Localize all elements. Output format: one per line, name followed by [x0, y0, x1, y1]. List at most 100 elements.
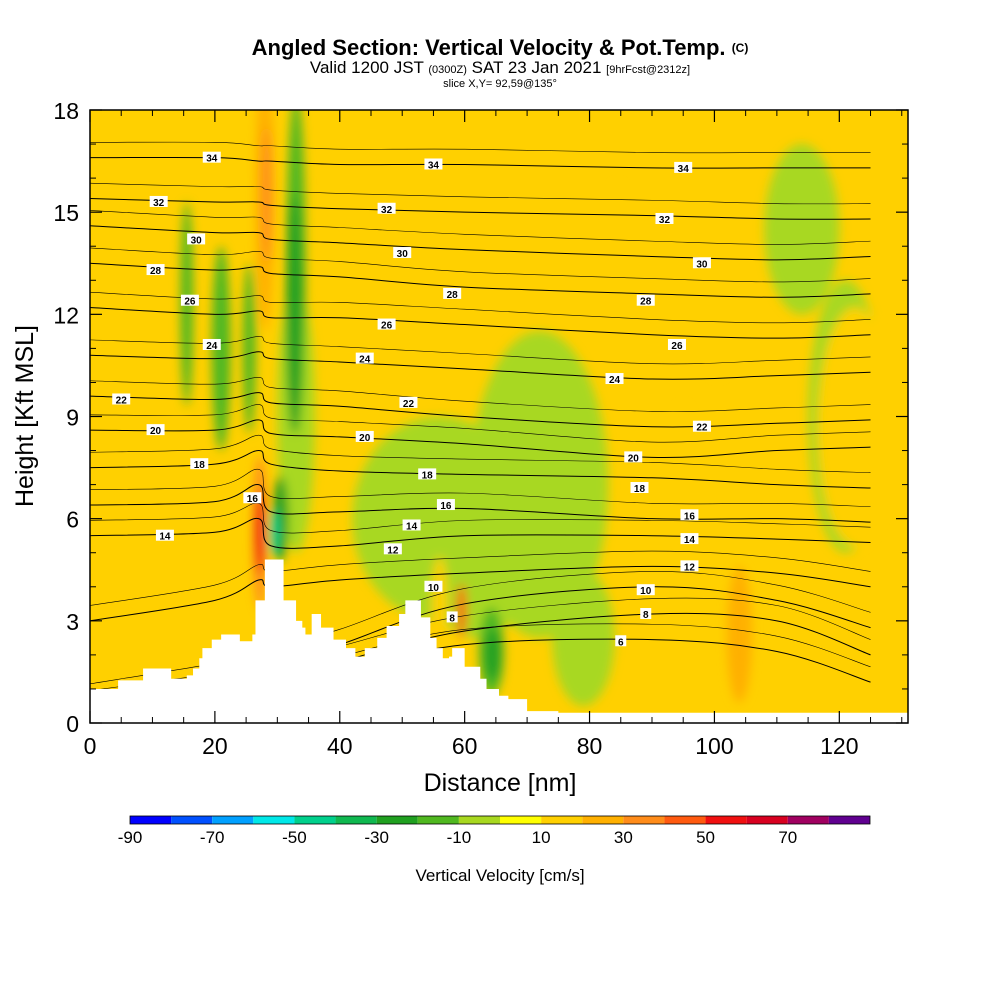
colorbar-swatch-9	[500, 816, 542, 824]
contour-label-16: 24	[359, 355, 371, 366]
colorbar-swatch-11	[582, 816, 624, 824]
isentrope-30	[90, 225, 871, 261]
colorbar-swatch-14	[705, 816, 747, 824]
contour-label-34: 12	[684, 562, 696, 573]
colorbar-tick-label-1: -70	[200, 828, 225, 847]
isentrope-minor-4	[90, 502, 871, 534]
colorbar-swatch-16	[787, 816, 829, 824]
contour-label-bg-34	[680, 560, 699, 572]
colorbar-tick-label-6: 30	[614, 828, 633, 847]
isentrope-minor-10	[90, 291, 871, 324]
contour-label-bg-38	[640, 608, 652, 620]
contour-label-bg-0	[202, 151, 221, 163]
contour-label-bg-23	[624, 451, 643, 463]
contour-label-12: 26	[184, 297, 196, 308]
colorbar-swatch-5	[335, 816, 377, 824]
contour-label-bg-9	[146, 264, 165, 276]
colorbar-tick-label-3: -30	[364, 828, 389, 847]
velocity-feature-8	[90, 603, 134, 679]
contour-label-bg-17	[605, 373, 624, 385]
isentrope-minor-11	[90, 247, 871, 283]
contour-label-3: 32	[153, 198, 165, 209]
forecast-info: [9hrFcst@2312z]	[606, 64, 691, 76]
contour-label-bg-20	[692, 420, 711, 432]
isentrope-18	[90, 450, 871, 489]
colorbar-swatch-2	[212, 816, 254, 824]
colorbar-swatch-3	[253, 816, 295, 824]
colorbar-swatch-12	[623, 816, 665, 824]
velocity-feature-29	[484, 629, 501, 681]
contour-label-bg-10	[443, 287, 462, 299]
colorbar-swatch-7	[417, 816, 459, 824]
isentrope-12	[90, 565, 871, 622]
contour-label-19: 22	[403, 399, 415, 410]
velocity-feature-9	[327, 110, 403, 230]
colorbar-tick-label-0: -90	[118, 828, 143, 847]
isentrope-minor-14	[90, 141, 871, 154]
contour-label-bg-36	[636, 584, 655, 596]
x-tick-label-0: 0	[84, 733, 97, 759]
contour-label-2: 34	[678, 164, 690, 175]
contour-label-bg-24	[190, 458, 209, 470]
y-tick-label-9: 9	[66, 405, 79, 431]
y-tick-label-0: 0	[66, 711, 79, 737]
colorbar-swatch-0	[130, 816, 172, 824]
isentrope-28	[90, 262, 871, 298]
contour-label-4: 32	[381, 205, 393, 216]
contour-label-18: 22	[116, 395, 128, 406]
contour-label-bg-3	[149, 195, 168, 207]
contour-label-24: 18	[194, 460, 206, 471]
colorbar-tick-label-5: 10	[532, 828, 551, 847]
contour-label-bg-31	[402, 519, 421, 531]
velocity-feature-20	[255, 489, 265, 575]
contour-label-20: 22	[696, 423, 708, 434]
contour-label-30: 14	[159, 532, 171, 543]
isentrope-minor-8	[90, 377, 871, 412]
x-tick-label-60: 60	[452, 733, 478, 759]
colorbar-label: Vertical Velocity [cm/s]	[415, 866, 584, 885]
colorbar-frame	[129, 815, 871, 825]
isentrope-34	[90, 156, 871, 169]
contour-label-29: 16	[684, 511, 696, 522]
velocity-feature-11	[701, 171, 734, 376]
copyright-mark: (C)	[731, 41, 749, 55]
x-tick-label-100: 100	[695, 733, 733, 759]
contour-label-bg-5	[655, 212, 674, 224]
contour-label-0: 34	[206, 154, 218, 165]
velocity-feature-15	[431, 556, 448, 652]
contour-label-bg-39	[615, 635, 627, 647]
colorbar-swatch-6	[376, 816, 418, 824]
colorbar-swatch-4	[294, 816, 336, 824]
contour-label-bg-6	[187, 233, 206, 245]
contour-label-14: 26	[671, 341, 683, 352]
contour-label-35: 10	[428, 583, 440, 594]
axes: 0 20 40 60 80 100 120 0 3 6 9 12 15 18	[53, 98, 908, 759]
contour-label-bg-26	[630, 482, 649, 494]
contour-label-36: 10	[640, 586, 652, 597]
contour-label-23: 20	[628, 453, 640, 464]
contour-label-1: 34	[428, 160, 440, 171]
contour-label-22: 20	[359, 433, 371, 444]
contour-label-15: 24	[206, 341, 218, 352]
terrain-mask	[90, 559, 908, 723]
velocity-feature-12	[817, 307, 893, 546]
y-tick-label-12: 12	[53, 302, 79, 328]
velocity-feature-18	[262, 127, 272, 264]
isentrope-24	[90, 351, 871, 380]
x-tick-label-20: 20	[202, 733, 228, 759]
contour-labels: 34 34 34 32 32 32 30 30 30 28 28 28 26 26 26 24 24 24 22 22…	[112, 151, 711, 648]
velocity-feature-23	[242, 263, 256, 434]
contour-label-38: 8	[643, 610, 649, 621]
colorbar-swatch-8	[458, 816, 500, 824]
contour-label-9: 28	[150, 266, 162, 277]
contour-label-26: 18	[634, 484, 646, 495]
colorbar-swatch-17	[828, 816, 870, 824]
contour-label-bg-22	[355, 430, 374, 442]
colorbar-swatch-1	[171, 816, 213, 824]
contour-label-5: 32	[659, 215, 671, 226]
contour-label-13: 26	[381, 321, 393, 332]
contour-label-8: 30	[696, 259, 708, 270]
contour-label-32: 14	[684, 535, 696, 546]
valid-utc: (0300Z)	[428, 64, 467, 76]
x-tick-label-120: 120	[820, 733, 858, 759]
